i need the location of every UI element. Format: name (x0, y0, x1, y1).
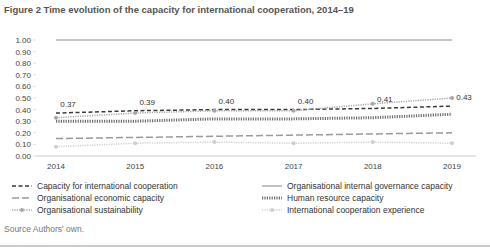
series-marker (54, 116, 58, 120)
legend-label: Capacity for international cooperation (37, 181, 178, 191)
source: Source Authors' own. (4, 224, 84, 234)
series-line (56, 133, 452, 139)
legend-label: Organisational economic capacity (37, 193, 165, 203)
series-marker (450, 141, 454, 145)
y-tick (33, 98, 36, 99)
y-tick-label: 0.50 (15, 94, 31, 103)
chart: Figure 2 Time evolution of the capacity … (0, 0, 490, 249)
series-line (56, 39, 452, 41)
x-tick-label: 2017 (285, 162, 303, 171)
series-marker (212, 140, 216, 144)
y-tick-label: 0.20 (15, 129, 31, 138)
x-tick-label: 2019 (443, 162, 461, 171)
y-tick-label: 1.00 (15, 36, 31, 45)
y-tick (33, 51, 36, 52)
series-line (56, 142, 452, 147)
legend-swatch (262, 185, 282, 187)
y-tick (33, 86, 36, 87)
legend-label: Organisational internal governance capac… (287, 181, 453, 191)
series-marker (371, 102, 375, 106)
series-marker (133, 141, 137, 145)
legend-label: Organisational sustainability (37, 205, 144, 215)
series-marker (212, 109, 216, 113)
y-tick (33, 109, 36, 110)
title: Figure 2 Time evolution of the capacity … (4, 4, 354, 15)
legend-swatch (262, 197, 282, 200)
legend-swatch (12, 197, 32, 199)
data-label: 0.40 (298, 97, 314, 106)
x-tick-label: 2018 (364, 162, 382, 171)
y-tick (33, 132, 36, 133)
series-marker (133, 111, 137, 115)
series-marker (450, 96, 454, 100)
legend-marker (20, 208, 24, 212)
y-tick (33, 121, 36, 122)
y-tick (33, 144, 36, 145)
y-tick-label: 0.80 (15, 59, 31, 68)
series-marker (292, 109, 296, 113)
legend-label: Human resource capacity (287, 193, 384, 203)
y-tick-label: 0.10 (15, 140, 31, 149)
y-tick (33, 63, 36, 64)
series-line (56, 114, 452, 121)
series-marker (371, 140, 375, 144)
series-line (56, 106, 452, 113)
series-marker (54, 145, 58, 149)
data-label: 0.43 (456, 93, 472, 102)
data-label: 0.37 (60, 100, 76, 109)
y-tick (33, 40, 36, 41)
y-tick (33, 74, 36, 75)
legend-label: International cooperation experience (287, 205, 425, 215)
y-tick-label: 0.40 (15, 106, 31, 115)
data-labels: 0.37 0.39 0.40 0.40 0.41 0.43 (60, 93, 472, 109)
y-tick-label: 0.90 (15, 48, 31, 57)
y-tick-label: 0.30 (15, 117, 31, 126)
legend-marker (270, 208, 274, 212)
legend-swatch (12, 185, 32, 187)
data-label: 0.40 (219, 97, 235, 106)
bottom-rule (0, 245, 490, 247)
data-label: 0.39 (139, 98, 155, 107)
data-label: 0.41 (377, 95, 393, 104)
series-marker (292, 141, 296, 145)
x-tick-label: 2015 (126, 162, 144, 171)
x-tick-label: 2014 (47, 162, 65, 171)
x-axis (36, 156, 476, 157)
series-line (56, 98, 452, 118)
plot-area (54, 40, 454, 149)
x-tick-label: 2016 (206, 162, 224, 171)
y-tick-label: 0.70 (15, 71, 31, 80)
legend: Capacity for international cooperation Or… (12, 181, 453, 215)
y-tick-label: 0.60 (15, 82, 31, 91)
y-tick-label: 0.00 (15, 152, 31, 161)
y-tick (33, 156, 36, 157)
